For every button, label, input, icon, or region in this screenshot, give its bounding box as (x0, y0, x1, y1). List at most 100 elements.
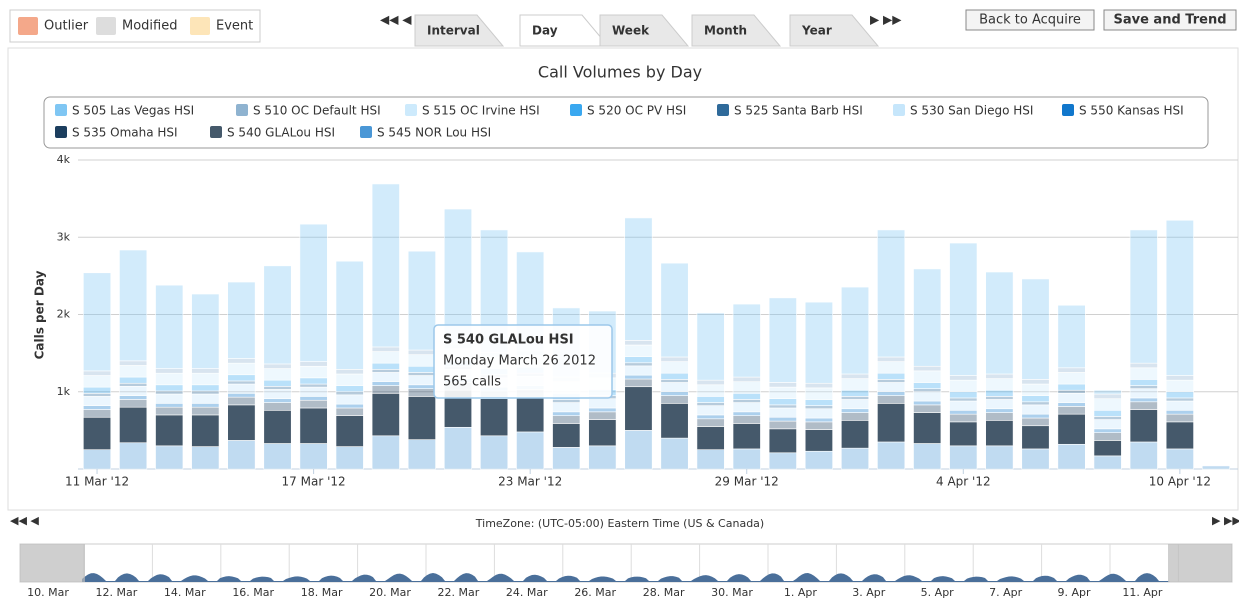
bar-segment (624, 386, 653, 431)
bar-segment (1057, 367, 1086, 373)
bar-segment (588, 407, 617, 413)
bar-segment (335, 391, 364, 396)
bar-segment (624, 356, 653, 364)
bar-segment (227, 404, 256, 441)
bar-segment (119, 395, 148, 400)
flag-box (9, 9, 261, 43)
bar-segment (480, 398, 509, 437)
nav-next-bottom[interactable]: ▶ ▶▶ (1212, 514, 1239, 527)
bar-segment (443, 426, 472, 470)
button[interactable] (965, 9, 1095, 31)
bar-segment (949, 391, 978, 399)
legend-label[interactable]: S 545 NOR Lou HSI (377, 126, 491, 140)
navigator-label: 10. Mar (27, 586, 69, 599)
bar-segment (660, 372, 689, 380)
bar-segment (191, 446, 220, 470)
bar-segment (299, 223, 328, 362)
bar-segment (840, 408, 870, 413)
legend-swatch (405, 104, 417, 116)
bar-segment (191, 293, 220, 369)
chart-title: Call Volumes by Day (538, 63, 702, 82)
tab[interactable] (691, 14, 782, 47)
bar-segment (371, 385, 400, 394)
legend-swatch (210, 126, 222, 138)
bar-segment (227, 374, 256, 382)
legend-label[interactable]: S 510 OC Default HSI (253, 104, 381, 118)
bar-segment (732, 411, 761, 416)
bar-segment (913, 382, 942, 389)
navigator-label: 7. Apr (989, 586, 1022, 599)
bar-segment (913, 365, 942, 372)
tab[interactable] (599, 14, 690, 47)
tab[interactable] (789, 14, 880, 47)
legend-label[interactable]: S 550 Kansas HSI (1079, 104, 1184, 118)
nav-prev-bottom[interactable]: ◀◀ ◀ (10, 514, 39, 527)
bar-segment (696, 384, 725, 397)
legend-label[interactable]: S 515 OC Irvine HSI (422, 104, 540, 118)
bar-segment (1129, 397, 1158, 403)
bar-segment (877, 379, 906, 383)
bar-segment (1057, 443, 1086, 470)
nav-prev[interactable]: ◀◀ ◀ (380, 13, 412, 27)
bar-segment (913, 443, 942, 470)
navigator-mask-right[interactable] (1168, 544, 1232, 582)
bar-segment (985, 396, 1014, 400)
y-tick-label: 3k (57, 230, 71, 243)
legend-swatch (55, 126, 67, 138)
nav-next[interactable]: ▶ ▶▶ (870, 13, 902, 27)
bar-segment (552, 415, 581, 424)
bar-segment (877, 372, 906, 380)
bar-segment (1021, 404, 1050, 415)
bar-segment (840, 389, 870, 397)
bar-segment (191, 384, 220, 392)
bar-segment (552, 447, 581, 470)
bar-segment (624, 362, 653, 367)
bar-segment (660, 437, 689, 470)
bar-segment (1021, 413, 1050, 419)
navigator-label: 3. Apr (852, 586, 885, 599)
bar-segment (877, 441, 906, 470)
navigator-label: 16. Mar (232, 586, 274, 599)
navigator-mask-left[interactable] (20, 544, 85, 582)
tab[interactable] (519, 14, 610, 47)
bar-segment (263, 402, 292, 411)
bar-segment (840, 399, 870, 410)
bar-segment (227, 440, 256, 470)
x-tick-label: 4 Apr '12 (936, 475, 991, 489)
bar-segment (119, 382, 148, 387)
bar-segment (768, 416, 797, 422)
legend-label[interactable]: S 535 Omaha HSI (72, 126, 178, 140)
bar-segment (263, 368, 292, 381)
bar-segment (1165, 400, 1194, 411)
bar-segment (1129, 362, 1158, 369)
button[interactable] (1103, 9, 1237, 31)
bar-segment (155, 384, 184, 392)
bar-segment (804, 421, 833, 430)
bar-segment (83, 272, 112, 372)
bar-segment (660, 379, 689, 383)
legend-label[interactable]: S 525 Santa Barb HSI (734, 104, 863, 118)
bar-segment (624, 217, 653, 341)
bar-segment (1093, 419, 1122, 430)
bar-segment (732, 402, 761, 413)
legend-label[interactable]: S 530 San Diego HSI (910, 104, 1033, 118)
legend-label[interactable]: S 520 OC PV HSI (587, 104, 686, 118)
bar-segment (1165, 409, 1194, 415)
flag-label: Modified (122, 19, 177, 34)
bar-segment (696, 414, 725, 420)
bar-segment (227, 362, 256, 376)
legend-label[interactable]: S 505 Las Vegas HSI (72, 104, 194, 118)
bar-segment (1129, 379, 1158, 386)
bar-segment (516, 431, 545, 470)
bar-segment (119, 360, 148, 366)
bar-segment (1165, 421, 1194, 450)
legend-label[interactable]: S 540 GLALou HSI (227, 126, 335, 140)
bar-segment (1021, 395, 1050, 403)
bar-segment (407, 396, 436, 440)
tooltip-text: 565 calls (443, 375, 501, 390)
bar-segment (155, 406, 184, 416)
bar-segment (119, 442, 148, 470)
bar-segment (949, 242, 978, 376)
tab[interactable] (414, 14, 505, 47)
bar-segment (1093, 389, 1122, 395)
